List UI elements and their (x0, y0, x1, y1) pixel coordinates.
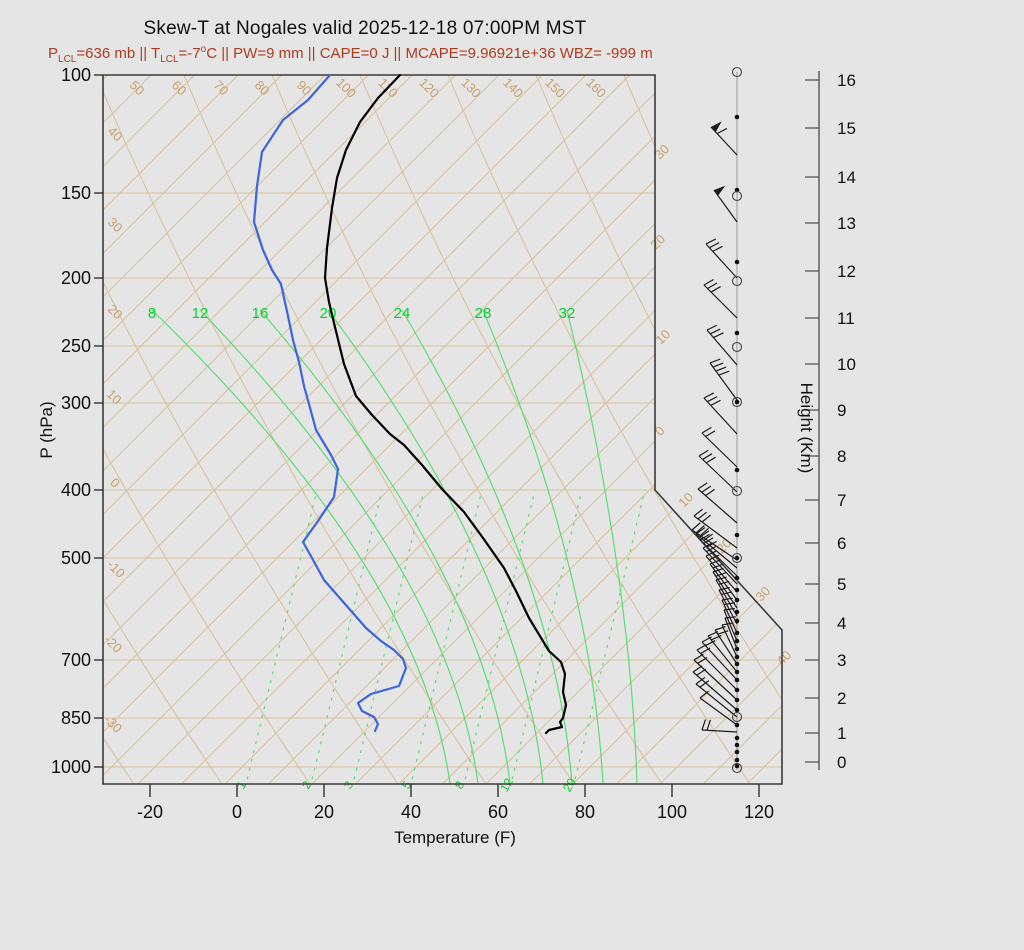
svg-text:60: 60 (488, 802, 508, 822)
svg-text:12: 12 (192, 305, 209, 322)
svg-text:100: 100 (61, 65, 91, 85)
svg-text:15: 15 (837, 119, 856, 138)
svg-text:100: 100 (657, 802, 687, 822)
svg-text:10: 10 (837, 355, 856, 374)
svg-text:4: 4 (837, 614, 846, 633)
svg-text:150: 150 (61, 183, 91, 203)
svg-text:24: 24 (394, 305, 411, 322)
svg-text:3: 3 (837, 651, 846, 670)
svg-text:1: 1 (234, 778, 250, 791)
svg-text:12: 12 (837, 262, 856, 281)
svg-text:50: 50 (127, 77, 148, 98)
svg-text:20: 20 (105, 301, 126, 322)
pressure-axis: 100 150 200 250 300 400 500 700 850 1000 P (hPa) (37, 65, 103, 777)
svg-text:200: 200 (61, 268, 91, 288)
mixing-ratio-lines (244, 489, 646, 784)
svg-text:Height (Km): Height (Km) (797, 383, 816, 474)
svg-text:500: 500 (61, 548, 91, 568)
plot-frame (102, 74, 783, 785)
svg-text:400: 400 (61, 480, 91, 500)
svg-text:20: 20 (314, 802, 334, 822)
svg-text:13: 13 (837, 214, 856, 233)
svg-text:1: 1 (837, 724, 846, 743)
wind-barbs (691, 66, 743, 774)
moist-adiabats (151, 309, 638, 784)
svg-text:8: 8 (452, 778, 468, 791)
svg-text:-20: -20 (101, 632, 125, 656)
svg-text:3: 3 (341, 778, 357, 791)
svg-text:9: 9 (837, 401, 846, 420)
svg-text:140: 140 (500, 75, 526, 101)
svg-text:160: 160 (583, 75, 609, 101)
page-title: Skew-T at Nogales valid 2025-12-18 07:00… (143, 18, 587, 39)
svg-text:7: 7 (837, 491, 846, 510)
svg-text:8: 8 (148, 305, 156, 322)
svg-text:40: 40 (105, 123, 126, 144)
svg-text:300: 300 (61, 393, 91, 413)
svg-text:-30: -30 (101, 712, 125, 736)
svg-text:-10: -10 (104, 557, 128, 581)
svg-text:16: 16 (252, 305, 269, 322)
svg-text:0: 0 (837, 753, 846, 772)
svg-text:80: 80 (575, 802, 595, 822)
svg-text:11: 11 (837, 309, 855, 328)
svg-text:70: 70 (211, 77, 232, 98)
svg-text:40: 40 (773, 647, 794, 668)
svg-text:80: 80 (252, 77, 273, 98)
svg-text:8: 8 (837, 447, 846, 466)
svg-text:Temperature (F): Temperature (F) (394, 828, 516, 847)
svg-text:10: 10 (104, 386, 125, 407)
svg-text:0: 0 (232, 802, 242, 822)
svg-text:P (hPa): P (hPa) (37, 401, 56, 458)
svg-text:1000: 1000 (51, 757, 91, 777)
svg-text:14: 14 (837, 168, 856, 187)
svg-text:16: 16 (837, 71, 856, 90)
svg-text:10: 10 (675, 489, 696, 510)
background-grid (103, 75, 782, 784)
svg-text:30: 30 (105, 214, 126, 235)
grid-labels: 50 60 70 80 90 100 110 120 130 140 150 160403020100… (101, 75, 794, 794)
svg-text:2: 2 (837, 689, 846, 708)
svg-text:20: 20 (647, 231, 668, 252)
svg-text:120: 120 (744, 802, 774, 822)
svg-text:20: 20 (560, 775, 579, 794)
svg-text:850: 850 (61, 708, 91, 728)
svg-text:5: 5 (837, 575, 846, 594)
svg-text:6: 6 (837, 534, 846, 553)
svg-text:5: 5 (399, 778, 415, 791)
temperature-curve (323, 73, 568, 735)
svg-text:28: 28 (475, 305, 492, 322)
svg-text:40: 40 (401, 802, 421, 822)
svg-text:130: 130 (458, 75, 484, 101)
svg-text:0: 0 (107, 475, 123, 491)
svg-text:700: 700 (61, 650, 91, 670)
sounding-parameters: PLCL=636 mb || TLCL=-7oC || PW=9 mm || C… (48, 44, 653, 65)
temperature-axis: -20 0 20 40 60 80 100 120 Temperature (F) (137, 784, 774, 847)
dewpoint-curve (252, 73, 408, 733)
svg-text:250: 250 (61, 336, 91, 356)
svg-text:32: 32 (559, 305, 576, 322)
svg-text:-20: -20 (137, 802, 163, 822)
svg-text:120: 120 (416, 75, 442, 101)
svg-text:12: 12 (497, 775, 516, 794)
svg-text:100: 100 (333, 75, 359, 101)
svg-text:2: 2 (299, 778, 315, 791)
